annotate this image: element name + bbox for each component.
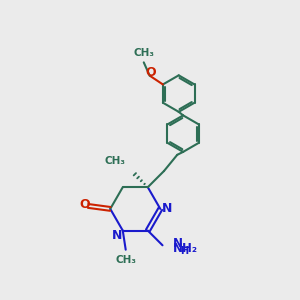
Text: N: N	[112, 230, 123, 242]
Text: O: O	[146, 66, 156, 79]
Text: NH₂: NH₂	[173, 242, 198, 255]
Text: N: N	[162, 202, 172, 215]
Text: CH₃: CH₃	[133, 48, 154, 58]
Text: H: H	[180, 246, 188, 256]
Text: O: O	[79, 198, 90, 211]
Text: CH₃: CH₃	[116, 255, 137, 265]
Text: CH₃: CH₃	[104, 156, 125, 166]
Text: N: N	[173, 237, 183, 250]
